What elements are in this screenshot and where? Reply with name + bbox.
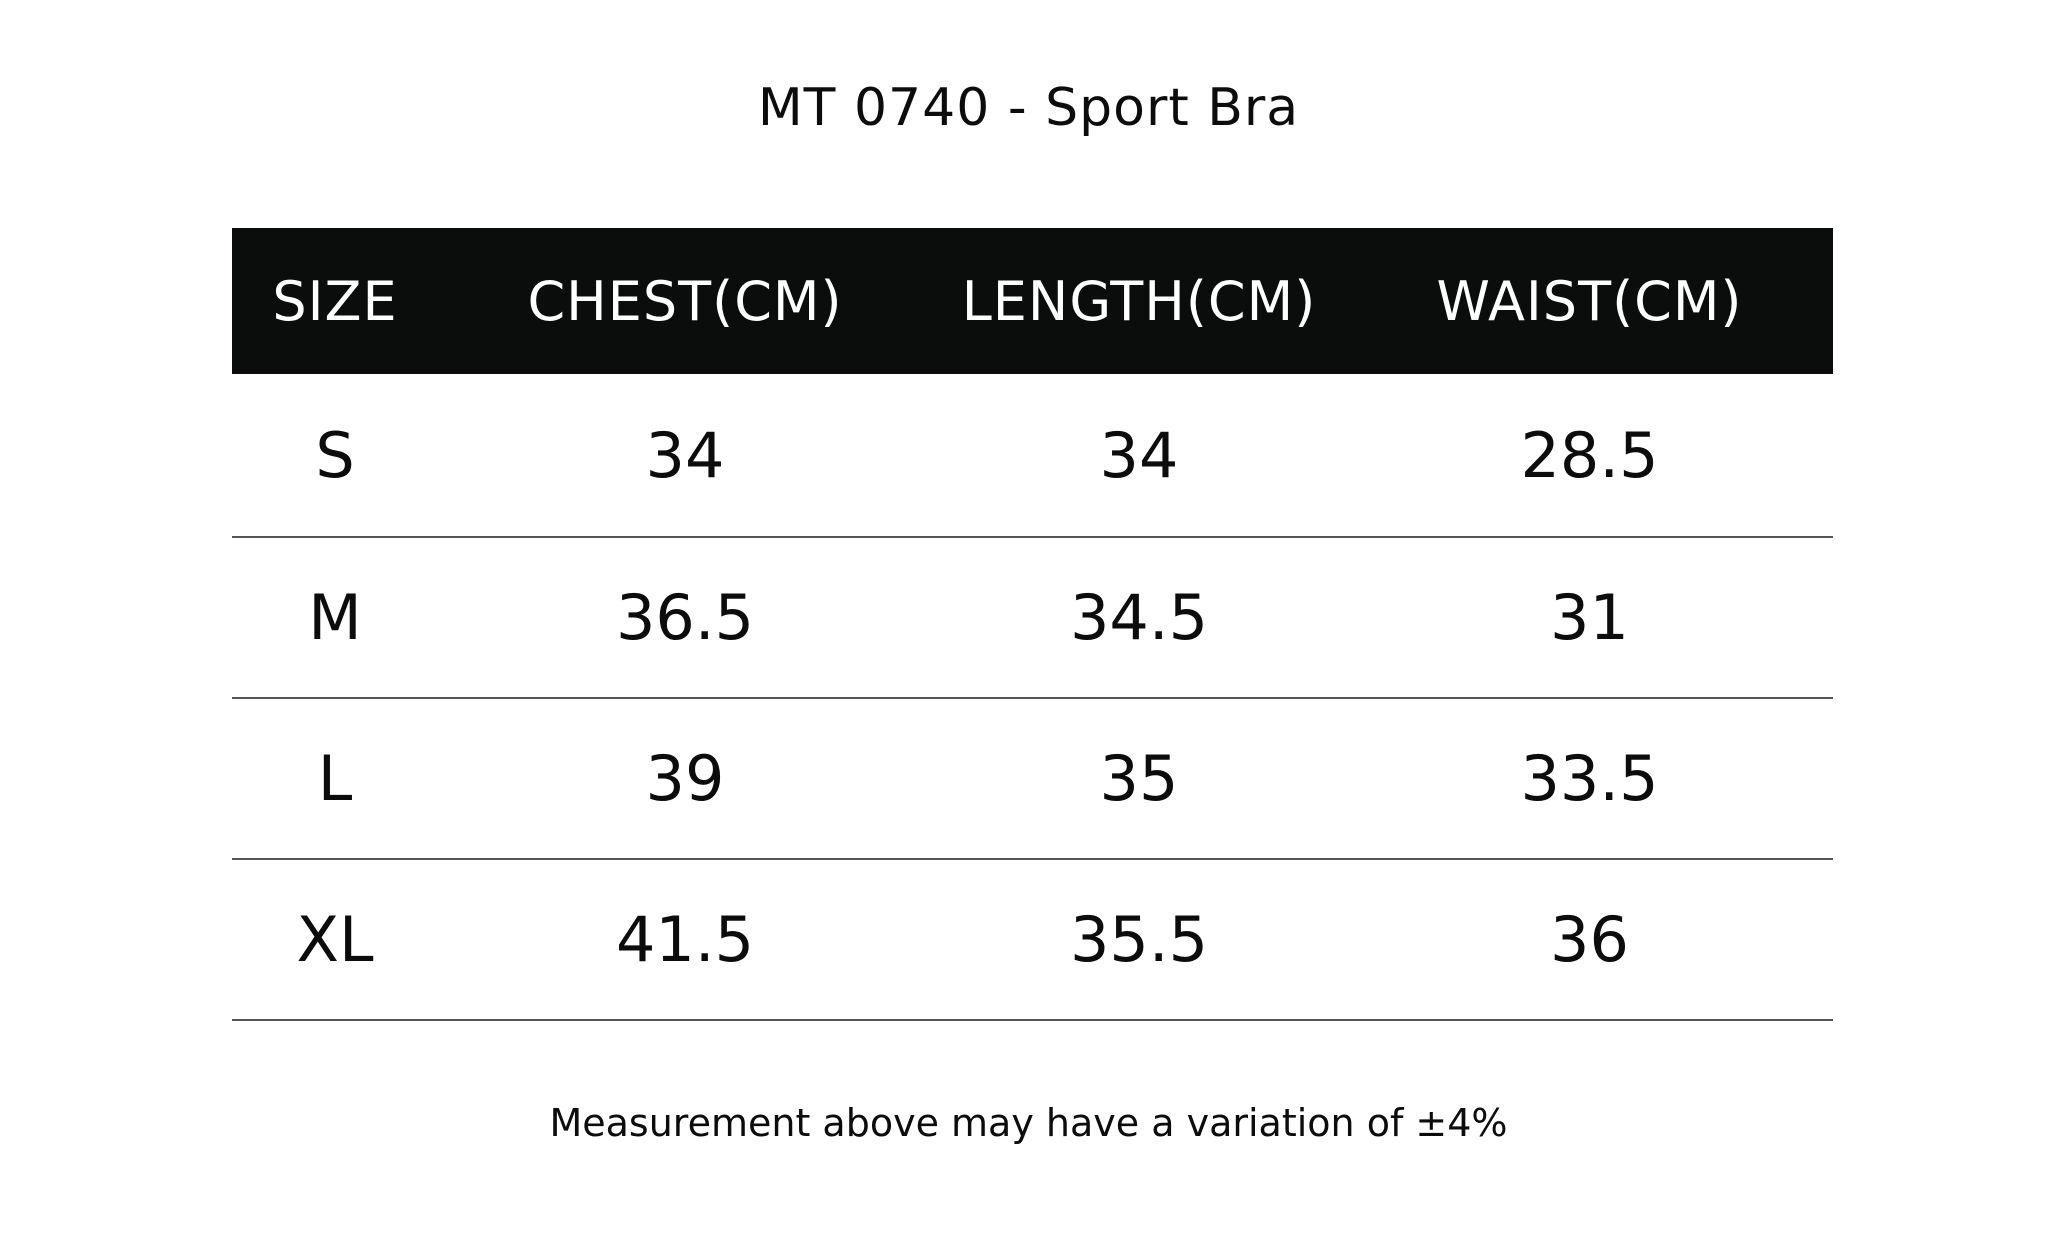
header-length: LENGTH(CM) <box>961 269 1317 333</box>
size-cell: S <box>315 418 355 492</box>
waist-cell: 28.5 <box>1520 418 1659 492</box>
length-cell: 35 <box>1099 742 1179 815</box>
size-cell: XL <box>296 903 374 976</box>
chest-cell: 34 <box>645 418 725 492</box>
table-row: XL 41.5 35.5 36 <box>232 860 1833 1021</box>
waist-cell: 36 <box>1550 903 1629 976</box>
header-waist: WAIST(CM) <box>1436 269 1743 333</box>
length-cell: 34.5 <box>1069 581 1209 654</box>
table-header: SIZE CHEST(CM) LENGTH(CM) WAIST(CM) <box>232 228 1833 374</box>
header-size: SIZE <box>272 269 398 333</box>
chest-cell: 39 <box>645 742 725 815</box>
chest-cell: 41.5 <box>615 903 755 976</box>
chart-title: MT 0740 - Sport Bra <box>757 78 1300 138</box>
table-row: S 34 34 28.5 <box>232 374 1833 538</box>
length-cell: 35.5 <box>1069 903 1209 976</box>
header-chest: CHEST(CM) <box>527 269 843 333</box>
size-cell: M <box>308 581 362 654</box>
waist-cell: 31 <box>1550 581 1629 654</box>
table-row: M 36.5 34.5 31 <box>232 538 1833 699</box>
variation-note: Measurement above may have a variation o… <box>549 1101 1508 1145</box>
chest-cell: 36.5 <box>615 581 755 654</box>
size-table: SIZE CHEST(CM) LENGTH(CM) WAIST(CM) S 34… <box>232 228 1833 1021</box>
waist-cell: 33.5 <box>1520 742 1659 815</box>
table-row: L 39 35 33.5 <box>232 699 1833 860</box>
size-cell: L <box>317 742 353 815</box>
length-cell: 34 <box>1099 418 1179 492</box>
